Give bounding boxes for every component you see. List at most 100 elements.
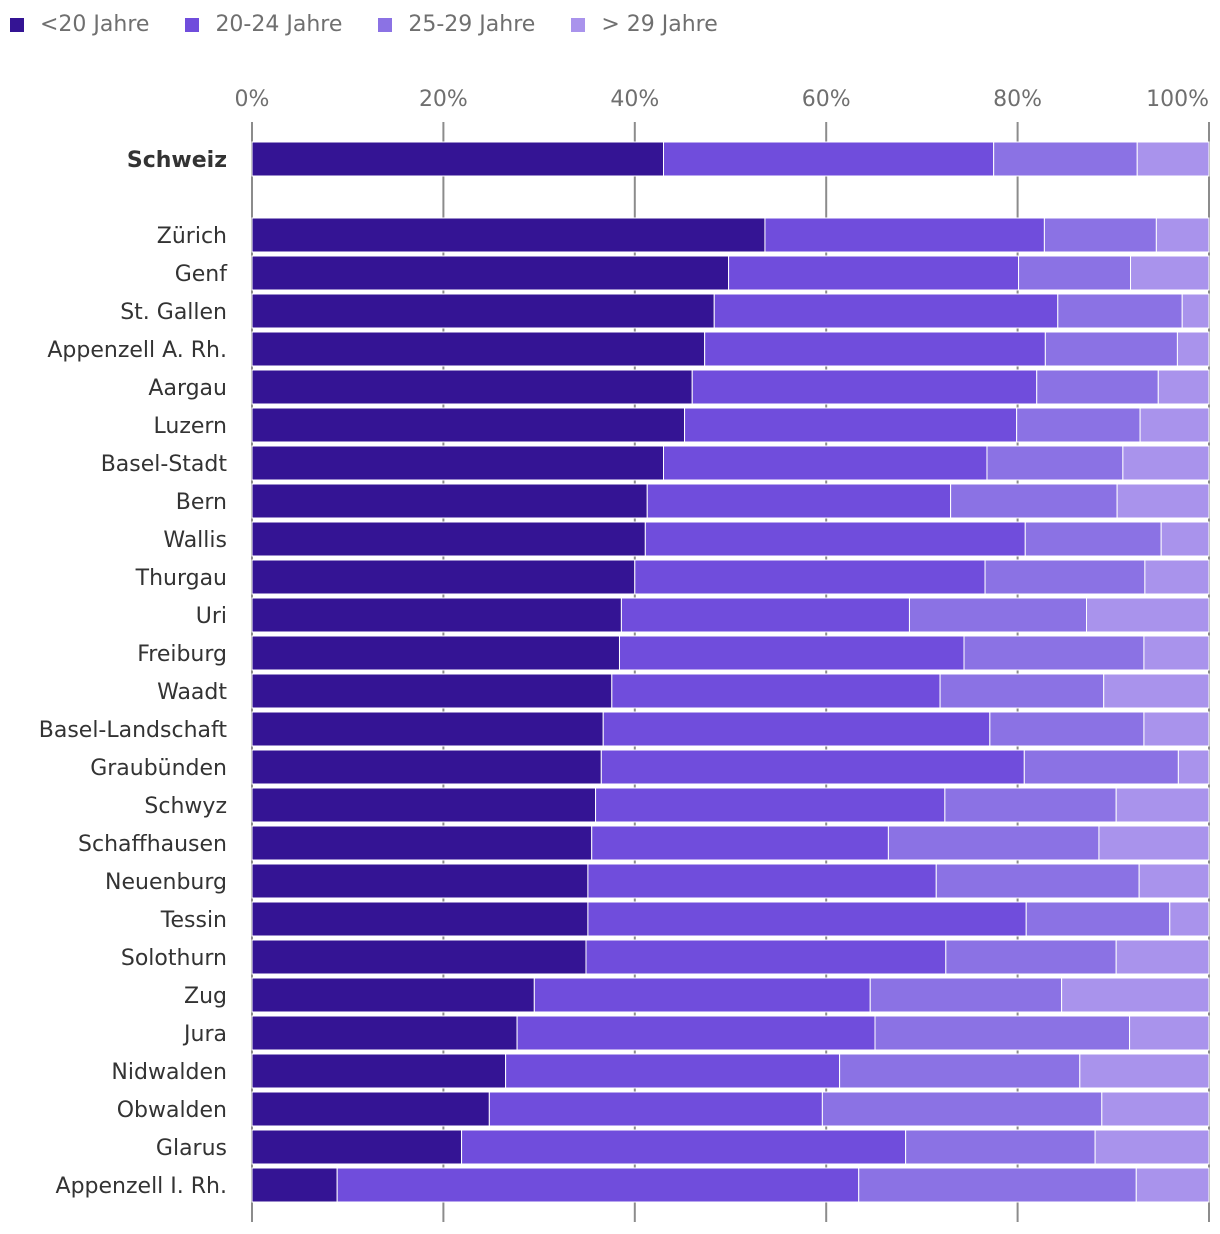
bar-segment xyxy=(945,939,1117,975)
bar-segment xyxy=(251,407,686,443)
category-label: Schaffhausen xyxy=(78,832,227,857)
bar-segment xyxy=(595,787,946,823)
bar-segment xyxy=(533,977,871,1013)
bar-segment xyxy=(1130,255,1210,291)
bar-segment xyxy=(663,445,988,481)
bar-segment xyxy=(1115,787,1210,823)
category-label: Schwyz xyxy=(144,794,227,819)
legend-swatch-under-20 xyxy=(10,17,24,32)
bar-segment xyxy=(1169,901,1210,937)
legend-label-25-29: 25-29 Jahre xyxy=(408,12,536,37)
bar-segment xyxy=(251,255,730,291)
bar-segment xyxy=(1094,1129,1210,1165)
legend-item-20-24[interactable]: 20-24 Jahre xyxy=(185,12,342,37)
bar-segment xyxy=(989,711,1145,747)
bar-segment xyxy=(684,407,1018,443)
bar-segment xyxy=(1044,331,1178,367)
bar-segment xyxy=(1018,255,1132,291)
bar-segment xyxy=(251,559,636,595)
bar-segment xyxy=(908,597,1088,633)
bar-segment xyxy=(1086,597,1210,633)
bar-segment xyxy=(1025,901,1171,937)
bar-segment xyxy=(935,863,1140,899)
bar-segment xyxy=(1143,635,1210,671)
category-label: Aargau xyxy=(148,376,227,401)
bar-segment xyxy=(1036,369,1159,405)
category-label: Glarus xyxy=(156,1136,227,1161)
bar-segment xyxy=(944,787,1117,823)
bar-segment xyxy=(251,1015,518,1051)
category-label: Appenzell A. Rh. xyxy=(47,338,227,363)
bar-segment xyxy=(1160,521,1210,557)
category-label: Appenzell I. Rh. xyxy=(56,1174,227,1199)
bar-segment xyxy=(646,483,952,519)
category-label: Basel-Stadt xyxy=(101,452,228,477)
bar-segment xyxy=(251,369,693,405)
x-tick-label: 80% xyxy=(993,87,1042,112)
legend-swatch-25-29 xyxy=(378,17,393,32)
bar-segment xyxy=(1177,749,1210,785)
category-label: Genf xyxy=(175,262,229,287)
x-tick-label: 100% xyxy=(1146,87,1209,112)
bar-segment xyxy=(251,483,648,519)
bar-segment xyxy=(663,141,995,177)
bar-segment xyxy=(1135,1167,1210,1203)
bar-segment xyxy=(251,711,604,747)
bar-segment xyxy=(1144,559,1210,595)
bar-segment xyxy=(691,369,1038,405)
bar-segment xyxy=(1122,445,1210,481)
bar-segment xyxy=(251,521,646,557)
x-tick-label: 40% xyxy=(610,87,659,112)
category-label: Luzern xyxy=(154,414,228,439)
legend-swatch-20-24 xyxy=(185,17,200,32)
bar-segment xyxy=(251,1129,463,1165)
legend-item-under-20[interactable]: <20 Jahre xyxy=(10,12,149,37)
x-tick-label: 0% xyxy=(235,87,270,112)
bar-segment xyxy=(1129,1015,1210,1051)
legend-label-under-20: <20 Jahre xyxy=(40,12,150,37)
category-label: Graubünden xyxy=(90,756,227,781)
bar-segment xyxy=(251,1053,507,1089)
bar-segment xyxy=(874,1015,1131,1051)
legend-label-20-24: 20-24 Jahre xyxy=(215,12,343,37)
bar-segment xyxy=(1023,749,1179,785)
bar-segment xyxy=(251,863,589,899)
bar-segment xyxy=(1116,483,1210,519)
bar-segment xyxy=(887,825,1100,861)
bar-segment xyxy=(1057,293,1183,329)
bar-segment xyxy=(984,559,1146,595)
category-label: Wallis xyxy=(163,528,227,553)
bar-segment xyxy=(1115,939,1210,975)
bar-segment xyxy=(1143,711,1210,747)
legend-item-over-29[interactable]: > 29 Jahre xyxy=(571,12,718,37)
bar-segment xyxy=(602,711,991,747)
bar-segment xyxy=(728,255,1020,291)
bar-segment xyxy=(587,901,1027,937)
bar-segment xyxy=(634,559,986,595)
category-label: Waadt xyxy=(157,680,227,705)
bar-segment xyxy=(251,825,593,861)
category-label: Jura xyxy=(182,1022,227,1047)
legend-label-over-29: > 29 Jahre xyxy=(601,12,718,37)
category-label: Solothurn xyxy=(121,946,227,971)
bar-segment xyxy=(764,217,1045,253)
category-label: Obwalden xyxy=(117,1098,227,1123)
x-tick-label: 60% xyxy=(802,87,851,112)
category-label: Zug xyxy=(184,984,227,1009)
bar-segment xyxy=(858,1167,1137,1203)
bar-segment xyxy=(963,635,1145,671)
bar-segment xyxy=(620,597,910,633)
bar-segment xyxy=(251,217,766,253)
bar-segment xyxy=(1103,673,1210,709)
legend-item-25-29[interactable]: 25-29 Jahre xyxy=(378,12,535,37)
category-label: Schweiz xyxy=(127,148,227,173)
bar-segment xyxy=(1139,407,1210,443)
bar-segment xyxy=(461,1129,907,1165)
bar-segment xyxy=(251,445,665,481)
bar-segment xyxy=(251,597,622,633)
bar-segment xyxy=(251,1167,338,1203)
category-label: Tessin xyxy=(160,908,227,933)
bar-segment xyxy=(516,1015,876,1051)
bar-segment xyxy=(1079,1053,1210,1089)
